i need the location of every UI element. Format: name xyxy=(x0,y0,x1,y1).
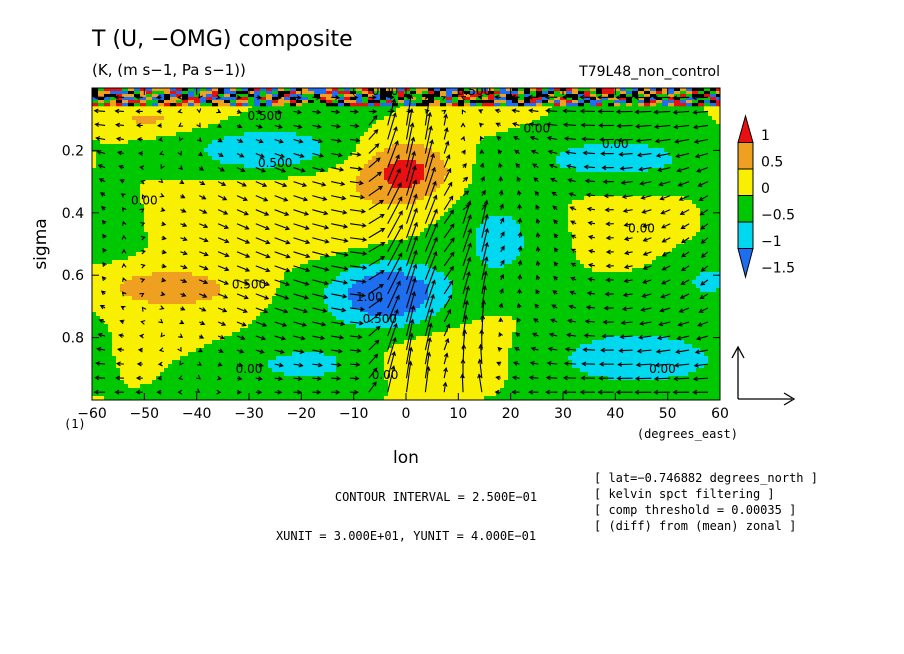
colorbar-label-2: 0 xyxy=(761,181,770,197)
x-tick-label-6: 0 xyxy=(402,406,411,422)
x-tick-label-7: 10 xyxy=(449,406,467,422)
colorbar-label-3: −0.5 xyxy=(761,208,795,224)
colorbar-label-1: 0.5 xyxy=(761,155,783,171)
y-tick-label-2: 0.6 xyxy=(62,268,84,284)
x-tick-label-12: 60 xyxy=(711,406,729,422)
contour-label-10: 0.500 xyxy=(363,312,397,326)
contour-label-4: 0.500 xyxy=(258,156,292,170)
x-axis-unit: (degrees_east) xyxy=(637,427,738,441)
contour-label-1: 0.00 xyxy=(372,84,399,98)
vector-units: XUNIT = 3.000E+01, YUNIT = 4.000E−01 xyxy=(276,529,536,543)
y-tick-label-1: 0.4 xyxy=(62,206,84,222)
x-axis-label: lon xyxy=(393,448,419,468)
colorbar-swatch-5 xyxy=(738,249,753,278)
corner-label: (1) xyxy=(64,417,86,431)
colorbar-swatch-2 xyxy=(738,169,753,196)
contour-label-2: 0.500 xyxy=(457,84,491,98)
x-tick-label-2: −40 xyxy=(182,406,212,422)
colorbar-label-0: 1 xyxy=(761,128,770,144)
contour-label-8: 0.500 xyxy=(232,278,266,292)
chart-title: T (U, −OMG) composite xyxy=(91,27,353,52)
x-tick-label-3: −30 xyxy=(234,406,264,422)
x-tick-label-9: 30 xyxy=(554,406,572,422)
vector-reference xyxy=(732,347,794,405)
x-tick-label-8: 20 xyxy=(502,406,520,422)
colorbar-label-5: −1.5 xyxy=(761,261,795,277)
colorbar-label-4: −1 xyxy=(761,234,782,250)
contour-label-5: 0.00 xyxy=(523,122,550,136)
contour-label-3: 0.00 xyxy=(131,193,158,207)
x-tick-label-10: 40 xyxy=(606,406,624,422)
contour-interval: CONTOUR INTERVAL = 2.500E−01 xyxy=(335,490,537,504)
colorbar-swatch-4 xyxy=(738,222,753,249)
colorbar-swatch-1 xyxy=(738,143,753,170)
contour-label-11: 0.00 xyxy=(236,362,263,376)
colorbar-swatch-0 xyxy=(738,116,753,143)
contour-label-7: 0.00 xyxy=(628,221,655,235)
x-tick-label-4: −20 xyxy=(287,406,317,422)
info-line-2: [ kelvin spct filtering ] xyxy=(594,487,775,501)
info-line-1: [ lat=−0.746882 degrees_north ] xyxy=(594,471,818,485)
y-axis-label: sigma xyxy=(31,218,51,269)
run-label: T79L48_non_control xyxy=(578,64,720,80)
chart-subtitle: (K, (m s−1, Pa s−1)) xyxy=(92,61,246,79)
x-tick-label-1: −50 xyxy=(130,406,160,422)
contour-label-12: 0.00 xyxy=(372,368,399,382)
contour-label-6: 0.00 xyxy=(602,137,629,151)
contour-label-13: 0.00 xyxy=(649,362,676,376)
colorbar: 1 0.5 0 −0.5 −1 −1.5 xyxy=(738,116,795,277)
contour-label-9: 1.00 xyxy=(356,290,383,304)
x-tick-label-11: 50 xyxy=(659,406,677,422)
x-tick-label-5: −10 xyxy=(339,406,369,422)
y-tick-label-0: 0.2 xyxy=(62,143,84,159)
contour-label-0: 0.500 xyxy=(248,109,282,123)
info-line-3: [ comp threshold = 0.00035 ] xyxy=(594,503,796,517)
y-tick-label-3: 0.8 xyxy=(62,331,84,347)
colorbar-swatch-3 xyxy=(738,196,753,223)
info-line-4: [ (diff) from (mean) zonal ] xyxy=(594,519,796,533)
